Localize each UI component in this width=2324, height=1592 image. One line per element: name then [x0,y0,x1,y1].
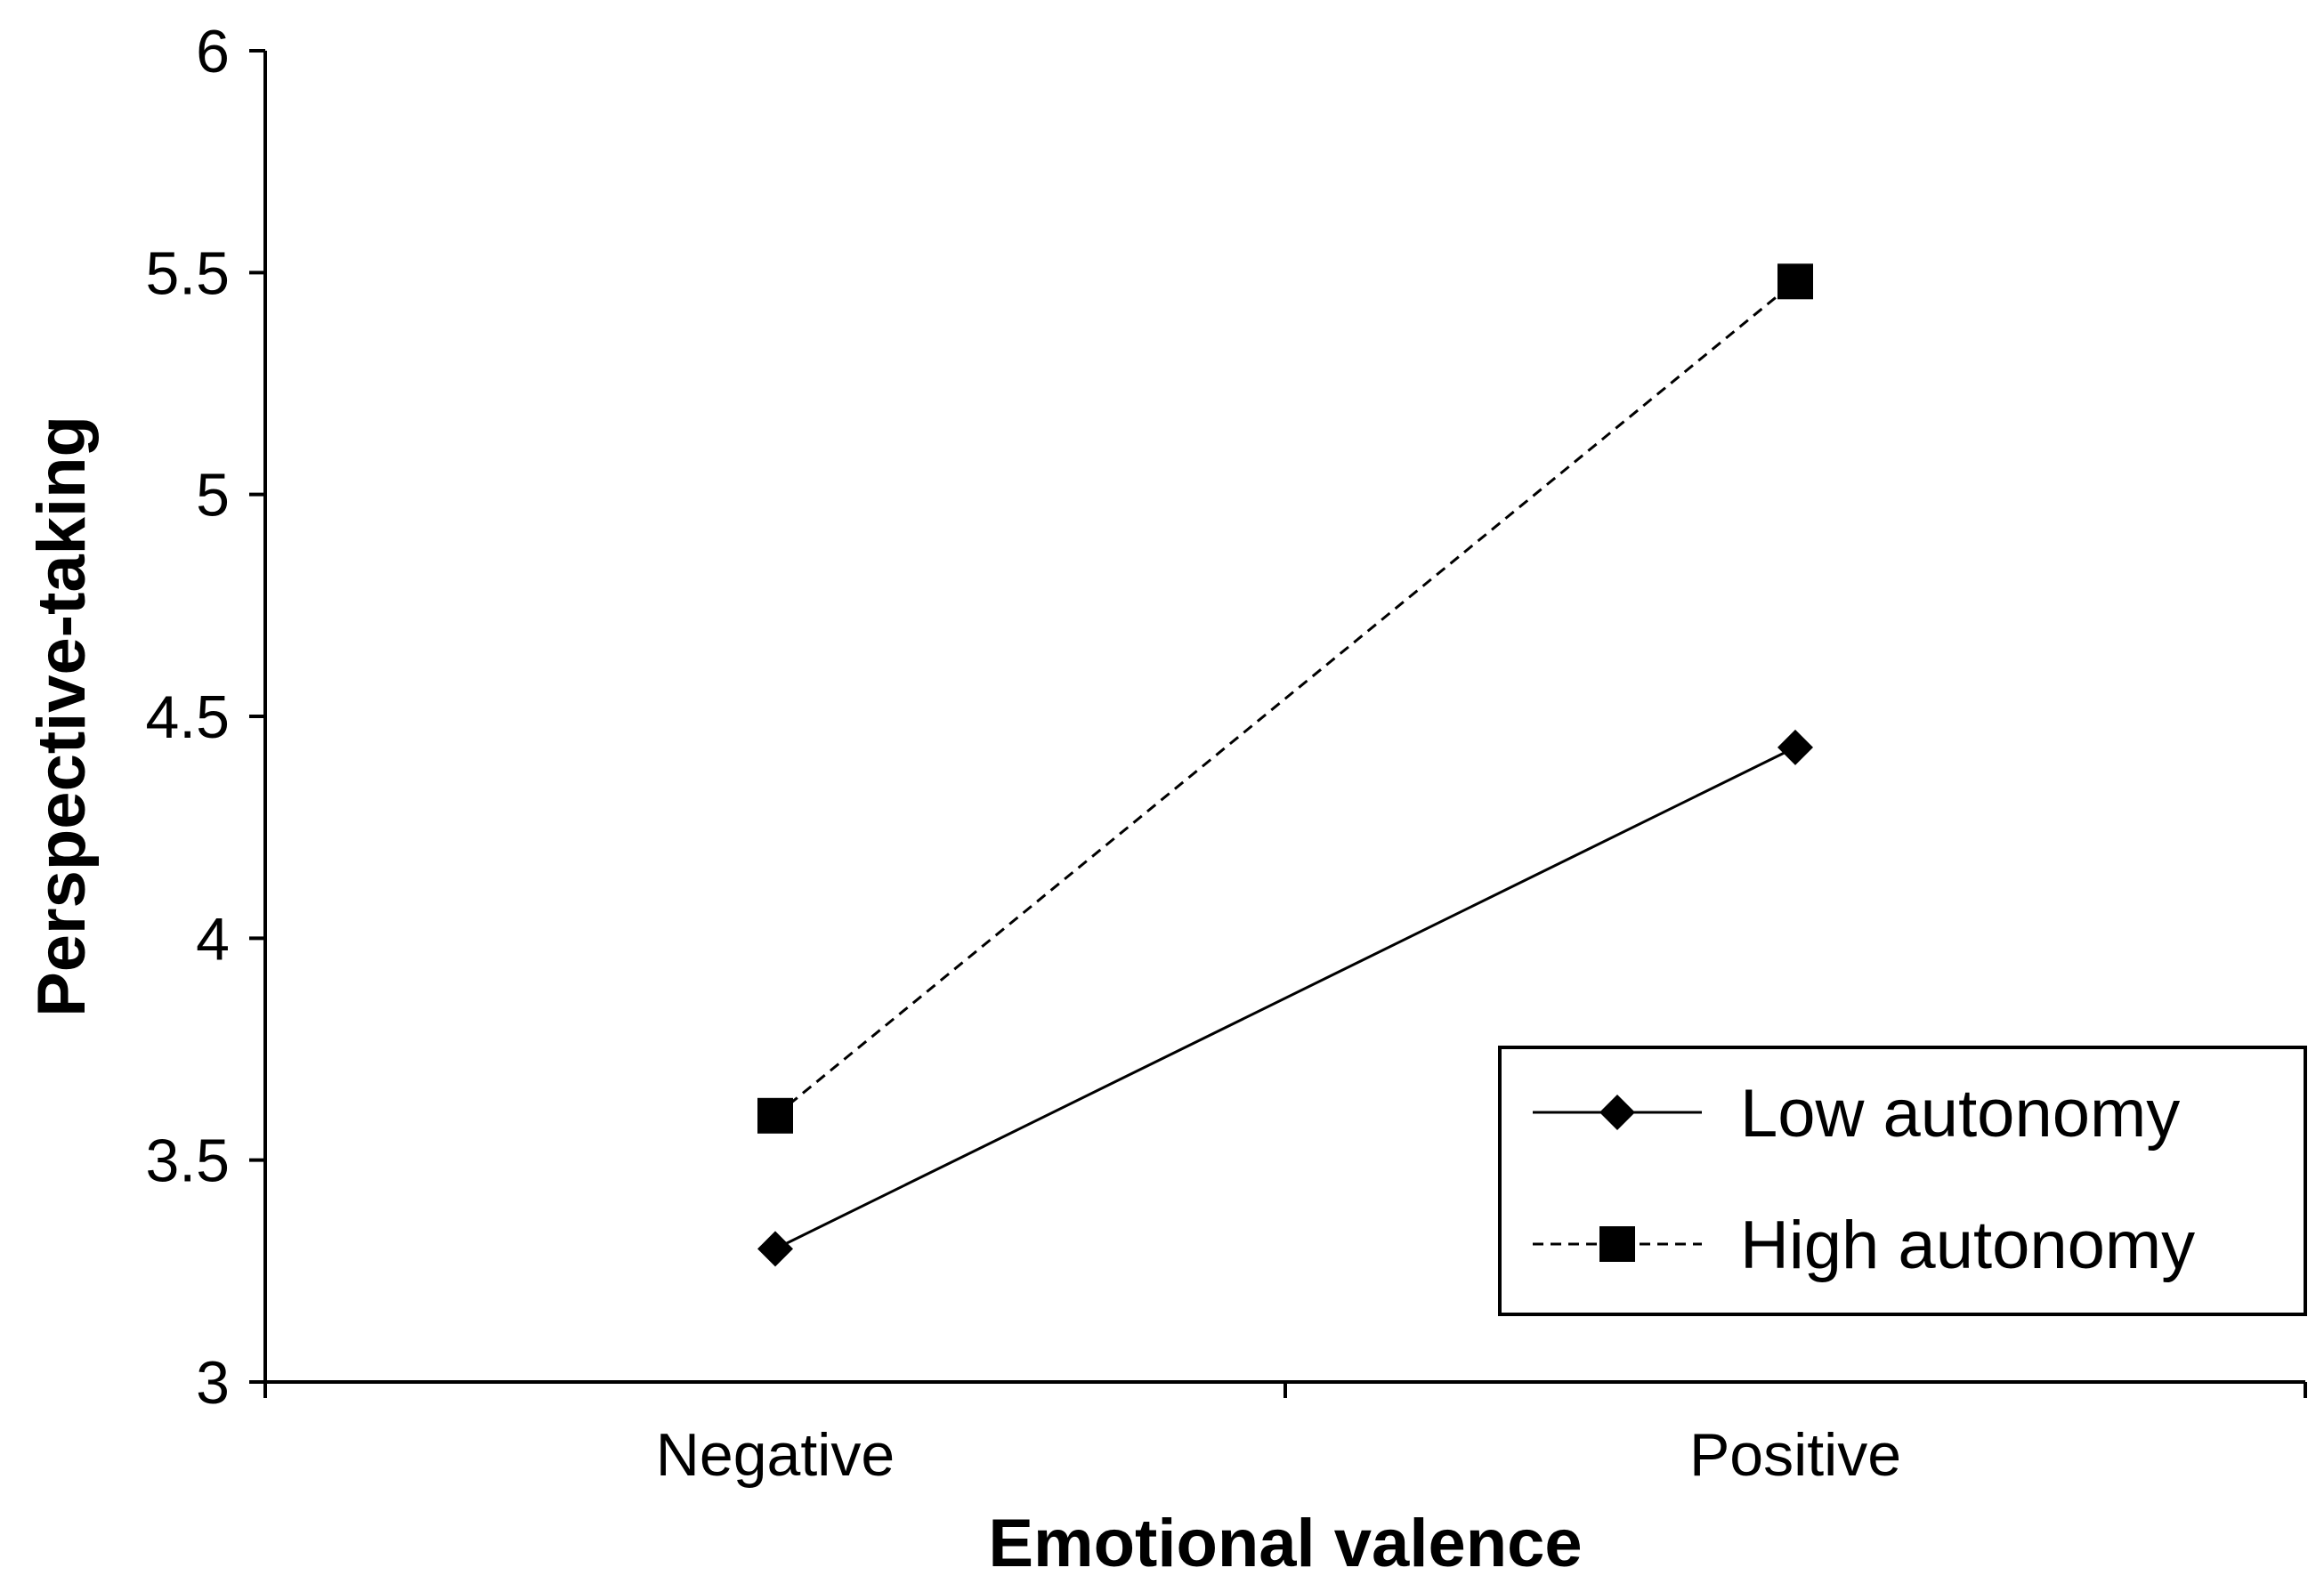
legend: Low autonomy High autonomy [1498,1046,2307,1316]
x-tick-label: Negative [656,1421,895,1489]
series [757,263,1813,1267]
y-tick-label: 4 [196,905,230,973]
legend-item: High autonomy [1533,1208,2195,1283]
series-line [774,746,1796,1250]
y-tick-label: 5.5 [145,239,230,307]
x-tick-label: Positive [1689,1421,1901,1489]
y-ticks: 3 3.5 4 4.5 5 5.5 6 [145,18,265,1417]
series-low-autonomy [757,729,1813,1267]
x-ticks: Negative Positive [263,1382,2307,1489]
legend-box [1498,1046,2307,1316]
y-axis-title: Perspective-taking [24,416,100,1017]
y-tick-label: 4.5 [145,683,230,751]
legend-marker [1599,1226,1635,1262]
y-tick-label: 5 [196,462,230,529]
legend-item: Low autonomy [1533,1076,2180,1152]
series-line [774,280,1796,1117]
series-high-autonomy [757,263,1813,1134]
data-point [757,1097,793,1134]
y-tick-label: 3 [196,1349,230,1417]
data-point [1777,729,1813,765]
legend-label: Low autonomy [1740,1076,2180,1152]
legend-marker [1599,1095,1635,1130]
legend-label: High autonomy [1740,1208,2195,1283]
data-point [1777,263,1813,300]
y-tick-label: 3.5 [145,1127,230,1195]
x-axis-title: Emotional valence [988,1506,1582,1581]
data-point [757,1231,793,1267]
y-tick-label: 6 [196,18,230,85]
